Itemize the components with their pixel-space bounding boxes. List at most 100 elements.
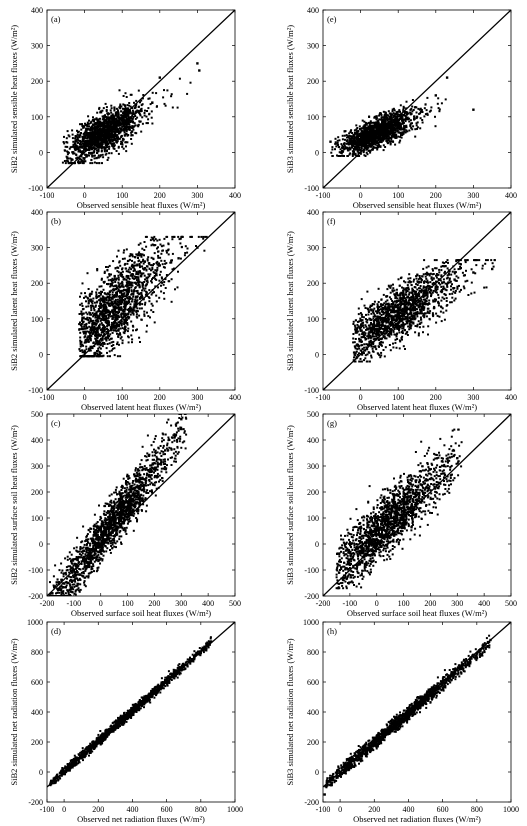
- data-point: [139, 341, 141, 343]
- data-point: [160, 461, 163, 464]
- data-point: [127, 113, 130, 116]
- data-point: [104, 534, 107, 537]
- data-point: [76, 584, 79, 587]
- data-point: [120, 135, 123, 138]
- data-point: [69, 579, 71, 582]
- data-point: [128, 307, 131, 310]
- data-point: [81, 152, 84, 154]
- data-point: [126, 496, 129, 499]
- data-point: [95, 355, 98, 358]
- data-point: [107, 143, 110, 145]
- data-point: [69, 565, 72, 568]
- data-point: [135, 270, 138, 273]
- data-point: [152, 483, 155, 486]
- data-point: [116, 513, 118, 516]
- data-point: [108, 293, 111, 296]
- data-point: [53, 586, 55, 589]
- data-point: [81, 162, 84, 165]
- data-point: [121, 327, 124, 330]
- data-point: [121, 273, 124, 276]
- data-point: [143, 484, 146, 487]
- data-point: [110, 337, 112, 340]
- data-point: [105, 322, 108, 324]
- data-point: [117, 130, 120, 133]
- data-point: [133, 125, 136, 128]
- data-point: [120, 119, 123, 122]
- data-point: [128, 495, 131, 498]
- data-point: [130, 293, 133, 296]
- data-point: [117, 517, 120, 520]
- data-point: [96, 111, 99, 114]
- data-point: [125, 488, 128, 491]
- y-axis-label: SiB2 simulated surface soil heat fluxes …: [9, 425, 19, 585]
- data-point: [104, 336, 107, 339]
- data-point: [78, 323, 81, 326]
- data-point: [115, 530, 118, 533]
- data-point: [146, 110, 148, 112]
- data-point: [102, 354, 105, 357]
- data-point: [126, 473, 129, 476]
- data-point: [87, 547, 89, 550]
- data-point: [116, 123, 119, 126]
- data-point: [102, 130, 105, 132]
- data-point: [99, 341, 102, 344]
- data-point: [132, 313, 135, 316]
- data-point: [177, 429, 180, 432]
- data-point: [153, 484, 156, 487]
- data-point: [127, 341, 130, 344]
- data-point: [125, 96, 128, 98]
- data-point: [98, 285, 101, 288]
- data-point: [140, 261, 142, 264]
- data-point: [152, 276, 154, 279]
- data-point: [113, 501, 116, 504]
- data-point: [178, 238, 181, 241]
- data-point: [124, 494, 127, 497]
- data-point: [117, 506, 120, 509]
- data-point: [110, 520, 113, 523]
- data-point: [86, 566, 89, 569]
- data-point: [99, 154, 102, 157]
- data-point: [98, 551, 101, 554]
- data-point: [73, 573, 76, 576]
- data-point: [128, 298, 131, 300]
- data-point: [92, 355, 95, 358]
- data-point: [138, 479, 141, 482]
- data-point: [81, 547, 84, 550]
- data-point: [77, 562, 80, 565]
- data-point: [114, 321, 117, 324]
- data-point: [54, 564, 57, 567]
- data-point: [170, 93, 173, 96]
- data-point: [124, 482, 127, 484]
- data-point: [135, 510, 138, 513]
- data-point: [109, 123, 112, 126]
- data-point: [125, 319, 128, 321]
- data-point: [146, 472, 148, 475]
- data-point: [113, 491, 116, 494]
- data-point: [107, 541, 109, 544]
- data-point: [84, 295, 87, 298]
- data-point: [124, 317, 127, 320]
- data-point: [99, 307, 101, 309]
- data-point: [171, 436, 174, 439]
- data-point: [159, 243, 162, 246]
- data-point: [104, 153, 107, 156]
- data-point: [79, 556, 81, 559]
- data-point: [71, 591, 74, 594]
- data-point: [157, 256, 160, 259]
- data-point: [123, 108, 126, 111]
- data-point: [131, 311, 134, 314]
- data-point: [118, 493, 121, 495]
- data-point: [136, 480, 139, 483]
- data-point: [80, 554, 83, 557]
- data-point: [138, 307, 141, 310]
- data-point: [118, 137, 121, 140]
- data-point: [93, 143, 96, 145]
- data-point: [88, 331, 91, 334]
- data-point: [99, 297, 102, 300]
- data-point: [105, 550, 108, 553]
- data-point: [119, 282, 122, 285]
- data-point: [68, 593, 71, 596]
- data-point: [115, 506, 118, 509]
- data-point: [81, 343, 84, 346]
- data-point: [108, 528, 111, 530]
